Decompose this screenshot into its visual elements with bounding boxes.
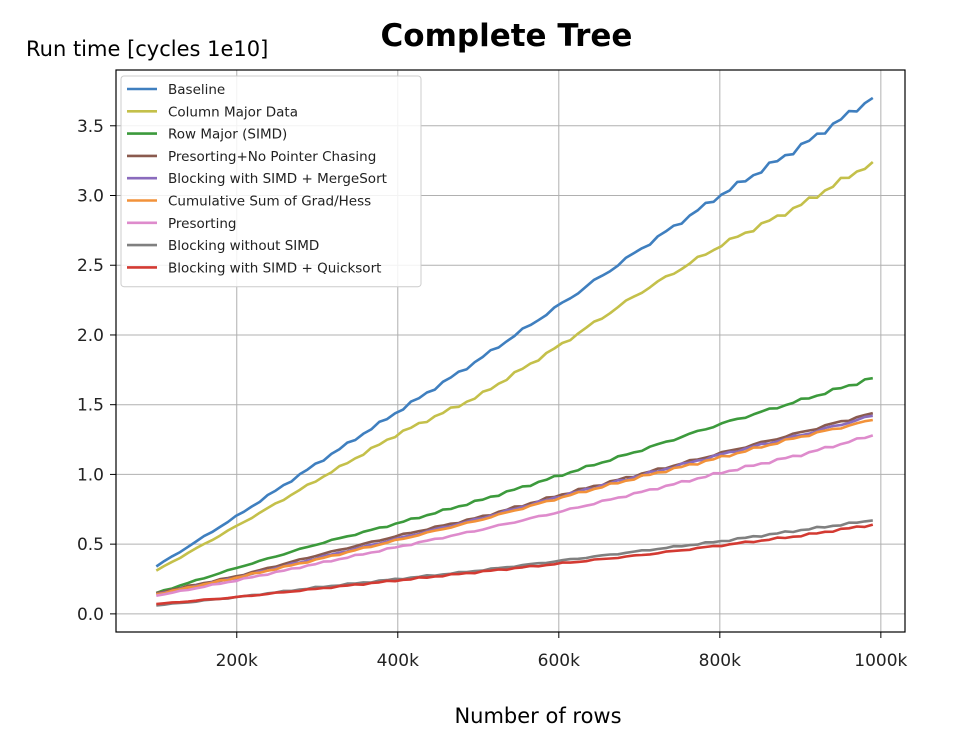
y-axis-label: Run time [cycles 1e10] <box>26 37 269 61</box>
series-lines <box>155 96 874 607</box>
y-tick-label: 3.5 <box>77 117 104 137</box>
y-tick-label: 3.0 <box>77 187 104 207</box>
legend-label: Presorting <box>168 216 236 232</box>
x-tick-label: 200k <box>216 651 258 671</box>
chart-title: Complete Tree <box>380 18 633 54</box>
legend-label: Blocking without SIMD <box>168 238 319 254</box>
y-tick-label: 0.5 <box>77 535 104 555</box>
series-line <box>155 96 874 568</box>
series-line <box>155 161 874 572</box>
y-tick-label: 0.0 <box>77 605 104 625</box>
series-line <box>155 376 873 595</box>
axis-ticks: 0.0 0.5 1.0 1.5 2.0 2.5 3.0 3.5 200k 400k 600k 800k… <box>77 117 908 671</box>
x-tick-label: 1000k <box>854 651 907 671</box>
legend-label: Row Major (SIMD) <box>168 127 287 143</box>
x-tick-label: 800k <box>699 651 741 671</box>
plot-frame <box>115 69 906 633</box>
series-line <box>156 411 874 595</box>
y-tick-label: 1.0 <box>77 465 104 485</box>
y-tick-label: 1.5 <box>77 396 104 416</box>
series-line <box>156 523 874 606</box>
x-tick-label: 600k <box>538 651 580 671</box>
legend-label: Blocking with SIMD + Quicksort <box>168 260 381 276</box>
legend-label: Blocking with SIMD + MergeSort <box>168 171 387 187</box>
legend-label: Presorting+No Pointer Chasing <box>168 149 376 165</box>
grid <box>116 70 905 632</box>
legend-label: Column Major Data <box>168 104 298 120</box>
legend-box <box>120 75 422 288</box>
series-line <box>156 418 873 596</box>
legend: Baseline Column Major Data Row Major (SIMD… <box>120 75 422 288</box>
x-tick-label: 400k <box>377 651 419 671</box>
legend-label: Cumulative Sum of Grad/Hess <box>168 194 371 210</box>
series-line <box>156 519 873 607</box>
series-line <box>156 434 874 597</box>
y-tick-label: 2.0 <box>77 326 104 346</box>
x-axis-label: Number of rows <box>454 704 622 728</box>
legend-label: Baseline <box>168 82 225 98</box>
y-tick-label: 2.5 <box>77 256 104 276</box>
